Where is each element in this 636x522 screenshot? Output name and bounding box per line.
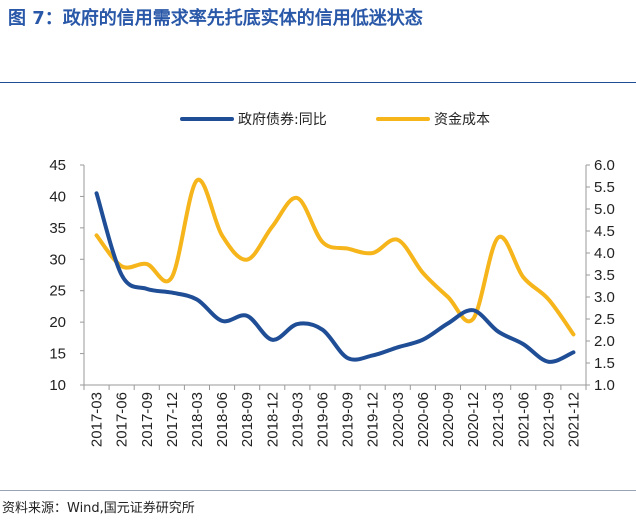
x-tick-label: 2017-03	[89, 392, 106, 447]
left-tick-label: 30	[49, 251, 66, 268]
right-tick-label: 1.5	[594, 355, 615, 372]
right-tick-label: 3.0	[594, 289, 615, 306]
right-tick-label: 2.0	[594, 333, 615, 350]
right-tick-label: 4.0	[594, 245, 615, 262]
x-tick-label: 2019-09	[340, 392, 357, 447]
x-tick-label: 2019-03	[289, 392, 306, 447]
x-tick-label: 2017-12	[164, 392, 181, 447]
legend: 政府债券:同比 资金成本	[180, 112, 490, 128]
right-tick-label: 5.5	[594, 179, 615, 196]
left-tick-label: 15	[49, 346, 66, 363]
axes: 10 15 20 25 30 35 40 45 1.0 1.5 2.0 2.5 3.0 3.5 4.0 4.5…	[49, 157, 615, 447]
x-tick-label: 2020-09	[440, 392, 457, 447]
legend-item-government-bonds-label: 政府债券:同比	[238, 112, 327, 128]
x-tick-label: 2019-12	[365, 392, 382, 447]
left-tick-label: 10	[49, 377, 66, 394]
left-tick-label: 40	[49, 188, 66, 205]
x-tick-label: 2019-06	[314, 392, 331, 447]
x-tick-label: 2021-03	[490, 392, 507, 447]
x-tick-label: 2018-09	[239, 392, 256, 447]
right-tick-label: 6.0	[594, 157, 615, 174]
x-tick-label: 2018-03	[189, 392, 206, 447]
x-tick-label: 2021-09	[540, 392, 557, 447]
right-tick-label: 3.5	[594, 267, 615, 284]
x-tick-label: 2020-03	[390, 392, 407, 447]
right-tick-label: 1.0	[594, 377, 615, 394]
right-tick-label: 5.0	[594, 201, 615, 218]
right-tick-label: 2.5	[594, 311, 615, 328]
x-tick-label: 2017-06	[114, 392, 131, 447]
left-tick-label: 35	[49, 220, 66, 237]
source-note: 资料来源：Wind,国元证券研究所	[2, 501, 195, 516]
title-divider	[0, 82, 636, 83]
x-tick-label: 2020-06	[415, 392, 432, 447]
series-lines	[94, 178, 576, 364]
series-line-government-bonds	[94, 191, 576, 364]
footer-divider	[0, 490, 636, 491]
left-tick-label: 20	[49, 314, 66, 331]
x-tick-label: 2018-06	[214, 392, 231, 447]
x-tick-label: 2021-06	[515, 392, 532, 447]
left-tick-label: 25	[49, 283, 66, 300]
right-tick-label: 4.5	[594, 223, 615, 240]
legend-item-funding-cost-label: 资金成本	[434, 112, 490, 128]
series-line-funding-cost	[94, 178, 576, 337]
x-tick-label: 2017-09	[139, 392, 156, 447]
x-tick-label: 2020-12	[465, 392, 482, 447]
figure-title: 图 7：政府的信用需求率先托底实体的信用低迷状态	[8, 8, 423, 29]
x-tick-label: 2018-12	[264, 392, 281, 447]
x-tick-label: 2021-12	[565, 392, 582, 447]
left-tick-label: 45	[49, 157, 66, 174]
